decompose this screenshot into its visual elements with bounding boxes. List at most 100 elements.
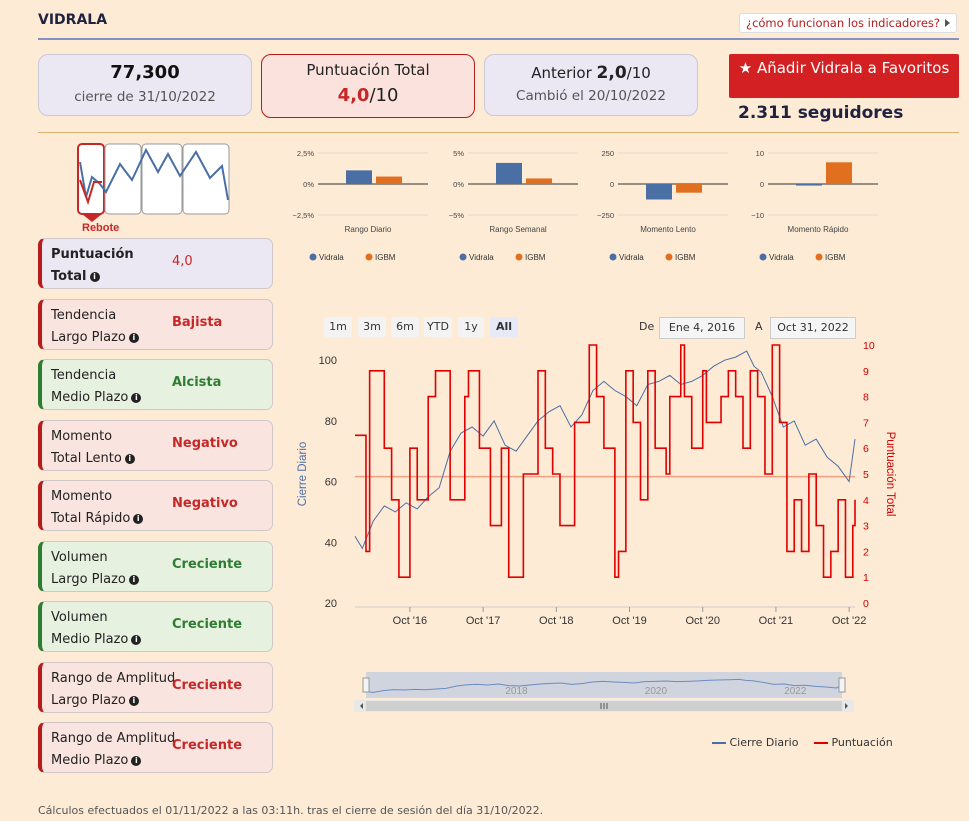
header-divider bbox=[38, 38, 959, 40]
scroll-left-icon[interactable] bbox=[360, 703, 363, 709]
indicator-value: Creciente bbox=[172, 678, 243, 693]
help-link[interactable]: ¿cómo funcionan los indicadores? bbox=[738, 13, 957, 33]
score-series-line bbox=[355, 344, 856, 578]
mini-ytick-label: 0% bbox=[303, 180, 314, 189]
mini-bar-vidrala bbox=[346, 170, 372, 184]
legend-dot-vidrala bbox=[759, 253, 767, 261]
mini-bar-igbm bbox=[826, 162, 852, 184]
mini-bar-igbm bbox=[526, 178, 552, 184]
mini-legend-label[interactable]: Vidrala bbox=[769, 253, 794, 262]
indicator-card: Puntuación Total i 4,0 bbox=[38, 238, 273, 289]
info-icon[interactable]: i bbox=[131, 755, 142, 766]
indicator-card: Momento Total Rápido i Negativo bbox=[38, 480, 273, 531]
legend-price-label[interactable]: Cierre Diario bbox=[729, 736, 799, 749]
mini-chart-3: 10 0 −10 Momento Rápido Vidrala IGBM bbox=[751, 149, 878, 262]
from-label: De bbox=[639, 320, 655, 333]
mini-ytick-label: 10 bbox=[756, 149, 764, 158]
chart-navigator[interactable]: 2018 2020 2022 bbox=[354, 672, 854, 714]
section-divider bbox=[38, 132, 959, 133]
mini-ytick-label: 0 bbox=[760, 180, 764, 189]
grip-icon bbox=[600, 703, 608, 709]
info-icon[interactable]: i bbox=[133, 513, 144, 524]
mini-legend-label[interactable]: Vidrala bbox=[469, 253, 494, 262]
legend-price-swatch bbox=[712, 742, 726, 744]
mini-legend-label[interactable]: IGBM bbox=[525, 253, 546, 262]
mini-chart-xlabel: Rango Diario bbox=[345, 225, 392, 234]
mini-legend-label[interactable]: Vidrala bbox=[319, 253, 344, 262]
scroll-right-icon[interactable] bbox=[845, 703, 848, 709]
indicator-value: Creciente bbox=[172, 617, 243, 632]
indicator-label: Volumen Medio Plazo i bbox=[51, 607, 142, 651]
y2-axis-title: Puntuación Total bbox=[884, 432, 896, 517]
indicator-label-line1: Volumen bbox=[51, 610, 108, 625]
legend-dot-vidrala bbox=[609, 253, 617, 261]
indicator-label-line1: Puntuación bbox=[51, 247, 134, 262]
price-value: 77,300 bbox=[110, 62, 180, 83]
y-tick-label: 40 bbox=[325, 537, 337, 549]
mini-ytick-label: −2,5% bbox=[293, 211, 315, 220]
y2-tick-label: 8 bbox=[863, 392, 869, 404]
range-button-ytd[interactable]: YTD bbox=[424, 317, 452, 337]
main-price-score-chart: 20 40 60 80 100 0 1 2 3 4 5 6 7 8 9 10 Oct '16 Oct '17 Oct… bbox=[297, 340, 896, 627]
mini-legend-label[interactable]: IGBM bbox=[825, 253, 846, 262]
info-icon[interactable]: i bbox=[128, 332, 139, 343]
add-favorites-button[interactable]: ★ Añadir Vidrala a Favoritos bbox=[729, 54, 959, 98]
range-button-6m[interactable]: 6m bbox=[391, 317, 419, 337]
indicator-label-line1: Volumen bbox=[51, 550, 108, 565]
help-link-label: ¿cómo funcionan los indicadores? bbox=[745, 16, 940, 30]
from-date-input[interactable]: Ene 4, 2016 bbox=[659, 317, 745, 339]
mini-chart-xlabel: Momento Rápido bbox=[788, 225, 849, 234]
y-tick-label: 60 bbox=[325, 477, 337, 489]
info-icon[interactable]: i bbox=[131, 392, 142, 403]
range-button-3m[interactable]: 3m bbox=[358, 317, 386, 337]
y-tick-label: 100 bbox=[319, 355, 337, 367]
x-tick-label: Oct '21 bbox=[759, 615, 794, 627]
mini-bar-igbm bbox=[676, 184, 702, 193]
mini-ytick-label: 2,5% bbox=[297, 149, 314, 158]
info-icon[interactable]: i bbox=[89, 271, 100, 282]
range-button-1m[interactable]: 1m bbox=[324, 317, 352, 337]
indicator-label: Tendencia Largo Plazo i bbox=[51, 305, 139, 349]
mini-legend-label[interactable]: IGBM bbox=[675, 253, 696, 262]
info-icon[interactable]: i bbox=[128, 695, 139, 706]
indicator-label-line2: Medio Plazo bbox=[51, 753, 129, 768]
navigator-series bbox=[365, 678, 843, 693]
indicator-label-line1: Tendencia bbox=[51, 308, 117, 323]
previous-score-label: Anterior bbox=[531, 64, 592, 82]
range-button-1y[interactable]: 1y bbox=[458, 317, 484, 337]
navigator-window[interactable] bbox=[366, 672, 842, 698]
price-caption: cierre de 31/10/2022 bbox=[74, 89, 216, 105]
navigator-label: 2022 bbox=[784, 686, 807, 697]
to-date-input[interactable]: Oct 31, 2022 bbox=[770, 317, 856, 339]
legend-dot-vidrala bbox=[459, 253, 467, 261]
range-button-all[interactable]: All bbox=[490, 317, 518, 337]
x-tick-label: Oct '18 bbox=[539, 615, 574, 627]
legend-dot-igbm bbox=[515, 253, 523, 261]
total-score-value: 4,0 bbox=[337, 85, 370, 106]
indicator-value: Negativo bbox=[172, 436, 238, 451]
indicator-label-line2: Largo Plazo bbox=[51, 572, 126, 587]
y-axis-title: Cierre Diario bbox=[297, 442, 309, 507]
info-icon[interactable]: i bbox=[124, 453, 135, 464]
followers-count: 2.311 seguidores bbox=[738, 103, 904, 123]
navigator-left-handle[interactable] bbox=[362, 677, 370, 693]
y2-tick-label: 9 bbox=[863, 366, 869, 378]
mini-ytick-label: 250 bbox=[601, 149, 614, 158]
mini-legend-label[interactable]: Vidrala bbox=[619, 253, 644, 262]
navigator-label: 2020 bbox=[645, 686, 668, 697]
mini-chart-2: 250 0 −250 Momento Lento Vidrala IGBM bbox=[597, 149, 728, 262]
info-icon[interactable]: i bbox=[128, 574, 139, 585]
y2-tick-label: 2 bbox=[863, 546, 869, 558]
y2-tick-label: 4 bbox=[863, 495, 869, 507]
info-icon[interactable]: i bbox=[131, 634, 142, 645]
indicator-label-line2: Total bbox=[51, 269, 87, 284]
total-score-label: Puntuación Total bbox=[306, 61, 430, 79]
footer-note: Cálculos efectuados el 01/11/2022 a las … bbox=[38, 804, 544, 817]
signal-label: Rebote bbox=[82, 222, 119, 234]
indicator-label-line1: Rango de Amplitud bbox=[51, 671, 176, 686]
navigator-right-handle[interactable] bbox=[838, 677, 846, 693]
mini-legend-label[interactable]: IGBM bbox=[375, 253, 396, 262]
legend-score-label[interactable]: Puntuación bbox=[831, 736, 893, 749]
y2-tick-label: 10 bbox=[863, 340, 875, 352]
indicator-label-line2: Medio Plazo bbox=[51, 390, 129, 405]
